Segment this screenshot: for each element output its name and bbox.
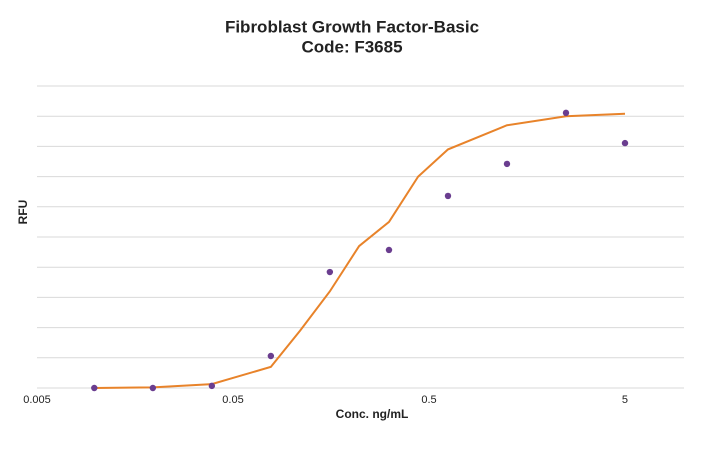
data-point <box>326 268 334 276</box>
x-axis-label: Conc. ng/mL <box>336 407 409 421</box>
data-point <box>444 192 452 200</box>
x-tick-label: 0.005 <box>23 394 51 406</box>
data-point <box>385 246 393 254</box>
data-point <box>208 382 216 390</box>
x-tick-label: 0.05 <box>222 394 243 406</box>
data-point <box>562 109 570 117</box>
chart-subtitle: Code: F3685 <box>301 37 402 56</box>
data-point <box>267 352 275 360</box>
data-point <box>621 139 629 147</box>
data-point <box>503 160 511 168</box>
data-point <box>91 384 98 392</box>
x-tick-label: 0.5 <box>421 394 436 406</box>
chart-title: Fibroblast Growth Factor-Basic <box>225 17 479 36</box>
fit-curve <box>94 112 626 389</box>
data-point <box>149 384 157 392</box>
x-tick-label: 5 <box>622 394 628 406</box>
y-axis-label: RFU <box>16 200 30 225</box>
